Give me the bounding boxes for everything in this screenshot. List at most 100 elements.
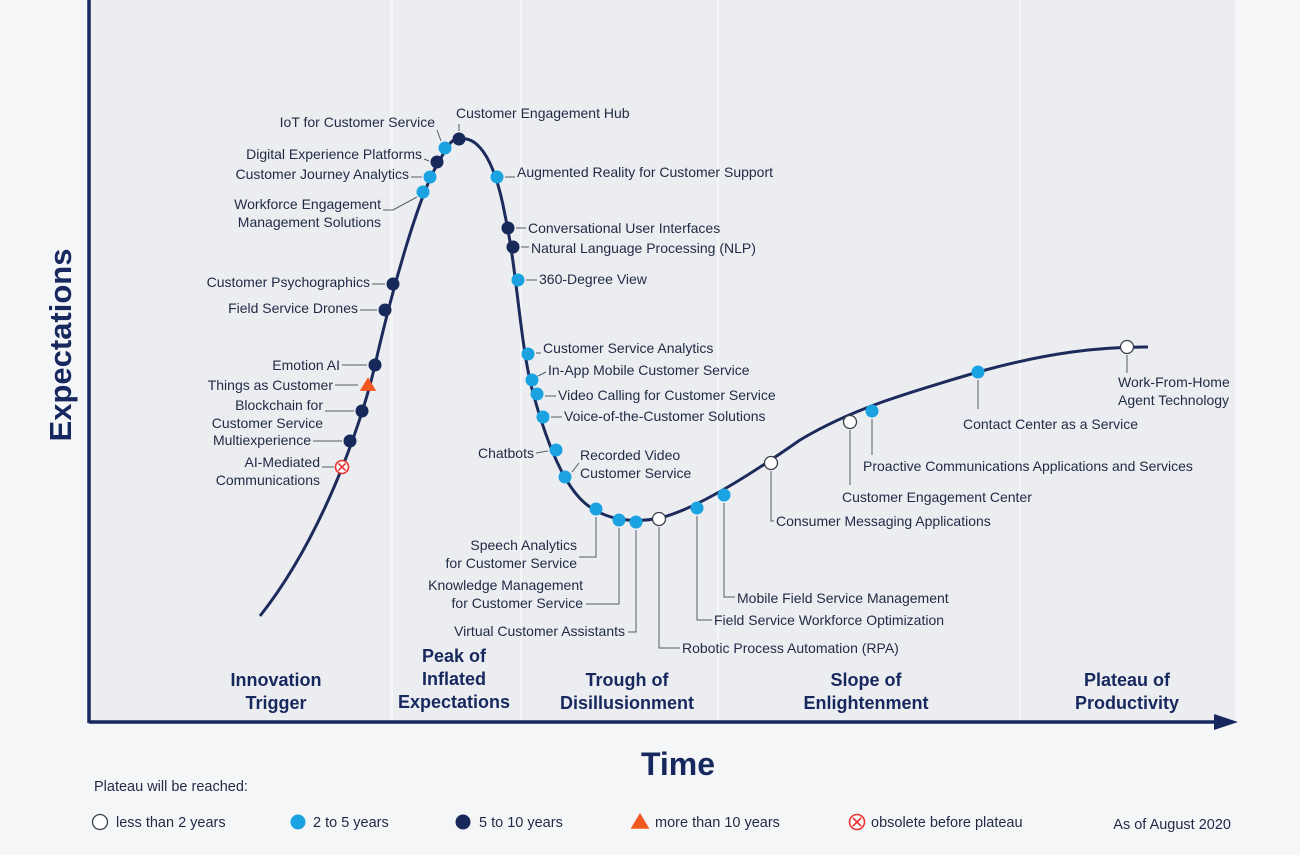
leader-workforce-engagement-management-solutions <box>383 196 418 211</box>
label-emotion-ai-line: Emotion AI <box>272 357 340 373</box>
label-video-calling-for-customer-service: Video Calling for Customer Service <box>558 387 776 403</box>
marker-workforce-engagement-management-solutions <box>416 185 430 199</box>
marker-natural-language-processing-nlp <box>506 240 520 254</box>
label-robotic-process-automation-rpa-line: Robotic Process Automation (RPA) <box>682 640 899 656</box>
marker-customer-service-analytics <box>521 347 535 361</box>
leader-virtual-customer-assistants <box>628 530 637 633</box>
x-axis-arrowhead <box>1214 714 1238 730</box>
phase-band-peak <box>393 0 520 722</box>
label-blockchain-for-customer-service-line: Customer Service <box>212 415 323 431</box>
legend-item-2-to-5-years-marker <box>290 814 306 830</box>
marker-work-from-home-agent-technology <box>1119 339 1135 355</box>
label-in-app-mobile-customer-service: In-App Mobile Customer Service <box>548 362 750 378</box>
label-natural-language-processing-nlp: Natural Language Processing (NLP) <box>531 240 756 256</box>
label-things-as-customer: Things as Customer <box>208 377 334 393</box>
marker-video-calling-for-customer-service <box>530 387 544 401</box>
phase-label-trough-of-disillusionment-line: Trough of <box>586 670 670 690</box>
label-blockchain-for-customer-service-line: Blockchain for <box>235 397 323 413</box>
label-workforce-engagement-management-solutions-line: Management Solutions <box>238 214 381 230</box>
label-workforce-engagement-management-solutions-line: Workforce Engagement <box>234 196 381 212</box>
marker-field-service-drones <box>378 303 392 317</box>
leader-recorded-video-customer-service <box>571 462 580 473</box>
label-voice-of-the-customer-solutions-line: Voice-of-the-Customer Solutions <box>564 408 766 424</box>
label-field-service-drones: Field Service Drones <box>228 300 358 316</box>
marker-customer-engagement-hub <box>452 132 466 146</box>
label-work-from-home-agent-technology-line: Agent Technology <box>1118 392 1229 408</box>
phase-label-innovation-trigger-line: Innovation <box>231 670 322 690</box>
label-in-app-mobile-customer-service-line: In-App Mobile Customer Service <box>548 362 750 378</box>
legend-title: Plateau will be reached: <box>94 779 248 795</box>
leader-speech-analytics-for-customer-service <box>579 517 597 558</box>
label-customer-service-analytics-line: Customer Service Analytics <box>543 340 713 356</box>
label-field-service-workforce-optimization-line: Field Service Workforce Optimization <box>714 612 944 628</box>
marker-mobile-field-service-management <box>717 488 731 502</box>
phase-label-trough-of-disillusionment: Trough of Disillusionment <box>560 670 694 713</box>
phase-label-plateau-of-productivity-line: Plateau of <box>1084 670 1171 690</box>
marker-recorded-video-customer-service <box>558 470 572 484</box>
phase-label-plateau-of-productivity: Plateau of Productivity <box>1075 670 1179 713</box>
label-customer-engagement-center: Customer Engagement Center <box>842 489 1032 505</box>
phase-band-plateau <box>1021 0 1235 722</box>
label-proactive-communications-applications-and-services-line: Proactive Communications Applications an… <box>863 458 1193 474</box>
legend-item-more-than-10-years-marker <box>630 813 650 829</box>
marker-things-as-customer <box>359 377 377 391</box>
phase-band-slope <box>719 0 1019 722</box>
marker-emotion-ai <box>368 358 382 372</box>
as-of-date: As of August 2020 <box>1113 817 1231 833</box>
label-proactive-communications-applications-and-services: Proactive Communications Applications an… <box>863 458 1193 474</box>
label-mobile-field-service-management: Mobile Field Service Management <box>737 590 949 606</box>
label-ai-mediated-communications-line: Communications <box>216 472 320 488</box>
marker-blockchain-for-customer-service <box>355 404 369 418</box>
leader-in-app-mobile-customer-service <box>537 371 547 377</box>
legend-item-less-than-2-years-marker <box>91 813 109 831</box>
phase-band-innovation <box>90 0 390 722</box>
label-ai-mediated-communications-line: AI-Mediated <box>245 454 320 470</box>
label-knowledge-management-for-customer-service: Knowledge Management for Customer Service <box>428 577 583 611</box>
marker-knowledge-management-for-customer-service <box>612 513 626 527</box>
marker-in-app-mobile-customer-service <box>525 373 539 387</box>
legend-item-less-than-2-years-label: less than 2 years <box>116 815 226 831</box>
label-contact-center-as-a-service-line: Contact Center as a Service <box>963 416 1138 432</box>
leader-lines <box>313 124 1128 649</box>
label-chatbots-line: Chatbots <box>478 445 534 461</box>
phase-label-peak-of-inflated-expectations-line: Inflated <box>422 669 486 689</box>
label-iot-for-customer-service-line: IoT for Customer Service <box>280 114 436 130</box>
leader-consumer-messaging-applications <box>770 471 774 522</box>
marker-conversational-user-interfaces <box>501 221 515 235</box>
label-customer-psychographics-line: Customer Psychographics <box>207 274 370 290</box>
label-speech-analytics-for-customer-service-line: for Customer Service <box>446 555 578 571</box>
label-recorded-video-customer-service: Recorded Video Customer Service <box>580 447 691 481</box>
marker-speech-analytics-for-customer-service <box>589 502 603 516</box>
marker-multiexperience <box>343 434 357 448</box>
label-customer-service-analytics: Customer Service Analytics <box>543 340 713 356</box>
label-work-from-home-agent-technology: Work-From-Home Agent Technology <box>1118 374 1230 408</box>
label-iot-for-customer-service: IoT for Customer Service <box>280 114 436 130</box>
phase-label-trough-of-disillusionment-line: Disillusionment <box>560 693 694 713</box>
label-virtual-customer-assistants-line: Virtual Customer Assistants <box>454 623 625 639</box>
marker-customer-psychographics <box>386 277 400 291</box>
label-consumer-messaging-applications-line: Consumer Messaging Applications <box>776 513 991 529</box>
marker-digital-experience-platforms <box>430 155 444 169</box>
label-speech-analytics-for-customer-service: Speech Analytics for Customer Service <box>446 537 578 571</box>
leader-field-service-workforce-optimization <box>696 516 712 621</box>
label-mobile-field-service-management-line: Mobile Field Service Management <box>737 590 949 606</box>
phase-label-plateau-of-productivity-line: Productivity <box>1075 693 1179 713</box>
label-video-calling-for-customer-service-line: Video Calling for Customer Service <box>558 387 776 403</box>
x-axis-title: Time <box>641 746 715 782</box>
legend-item-2-to-5-years: 2 to 5 years <box>290 814 389 831</box>
label-multiexperience: Multiexperience <box>213 432 311 448</box>
leader-iot-for-customer-service <box>436 129 442 142</box>
legend-item-5-to-10-years: 5 to 10 years <box>455 814 563 831</box>
label-augmented-reality-for-customer-support: Augmented Reality for Customer Support <box>517 164 773 180</box>
phase-label-slope-of-enlightenment-line: Enlightenment <box>804 693 929 713</box>
label-voice-of-the-customer-solutions: Voice-of-the-Customer Solutions <box>564 408 766 424</box>
marker-proactive-communications-applications-and-services <box>865 404 879 418</box>
marker-iot-for-customer-service <box>438 141 452 155</box>
label-consumer-messaging-applications: Consumer Messaging Applications <box>776 513 991 529</box>
legend-item-5-to-10-years-marker <box>455 814 471 830</box>
marker-ai-mediated-communications <box>334 459 350 475</box>
label-360-degree-view: 360-Degree View <box>539 271 648 287</box>
legend-item-obsolete-before-plateau-marker <box>848 813 866 831</box>
marker-virtual-customer-assistants <box>629 515 643 529</box>
